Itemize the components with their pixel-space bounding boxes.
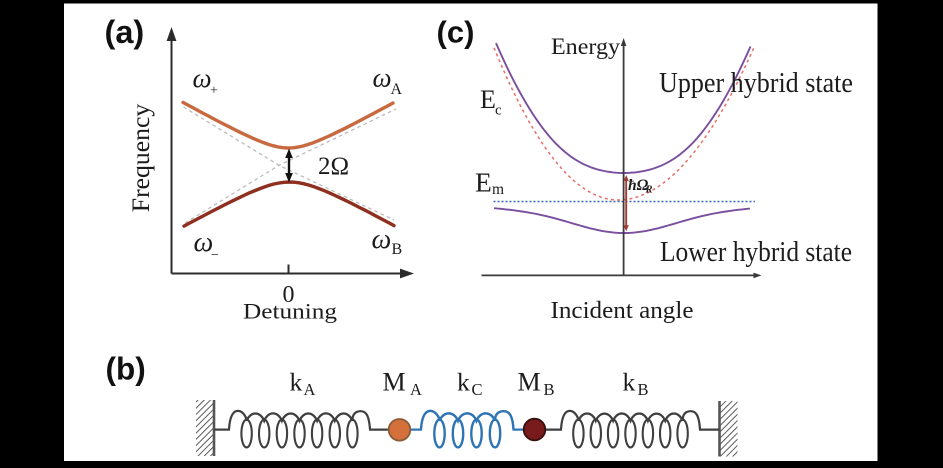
svg-text:(a): (a) [105,14,145,50]
svg-text:A: A [391,81,403,98]
svg-text:M: M [383,368,406,397]
svg-text:k: k [457,368,470,397]
svg-text:+: + [210,84,218,99]
svg-text:R: R [645,185,653,196]
svg-text:A: A [304,380,316,399]
svg-text:ω: ω [372,224,392,255]
svg-text:Energy: Energy [551,34,621,59]
svg-text:Upper hybrid state: Upper hybrid state [659,68,853,99]
svg-text:B: B [392,241,403,258]
svg-text:ω: ω [373,63,392,93]
svg-text:Detuning: Detuning [243,299,337,324]
svg-text:m: m [492,181,504,198]
svg-text:−: − [211,248,219,263]
svg-text:E: E [480,85,496,114]
svg-text:A: A [410,380,422,399]
svg-text:Lower hybrid state: Lower hybrid state [660,237,852,268]
svg-text:Incident angle: Incident angle [551,297,694,324]
svg-text:ω: ω [194,227,214,258]
svg-text:k: k [290,368,303,397]
svg-text:Frequency: Frequency [126,104,155,213]
svg-text:k: k [623,368,636,397]
svg-text:ω: ω [193,63,212,93]
svg-text:C: C [472,380,483,399]
svg-text:B: B [544,380,555,399]
svg-text:M: M [518,368,541,397]
svg-text:0: 0 [283,282,295,308]
svg-text:2Ω: 2Ω [318,153,349,180]
svg-text:(b): (b) [106,350,146,386]
svg-text:(c): (c) [437,15,475,50]
svg-text:B: B [638,380,649,399]
svg-text:c: c [495,103,502,119]
svg-text:ħΩ: ħΩ [628,177,649,194]
svg-text:E: E [475,167,492,198]
